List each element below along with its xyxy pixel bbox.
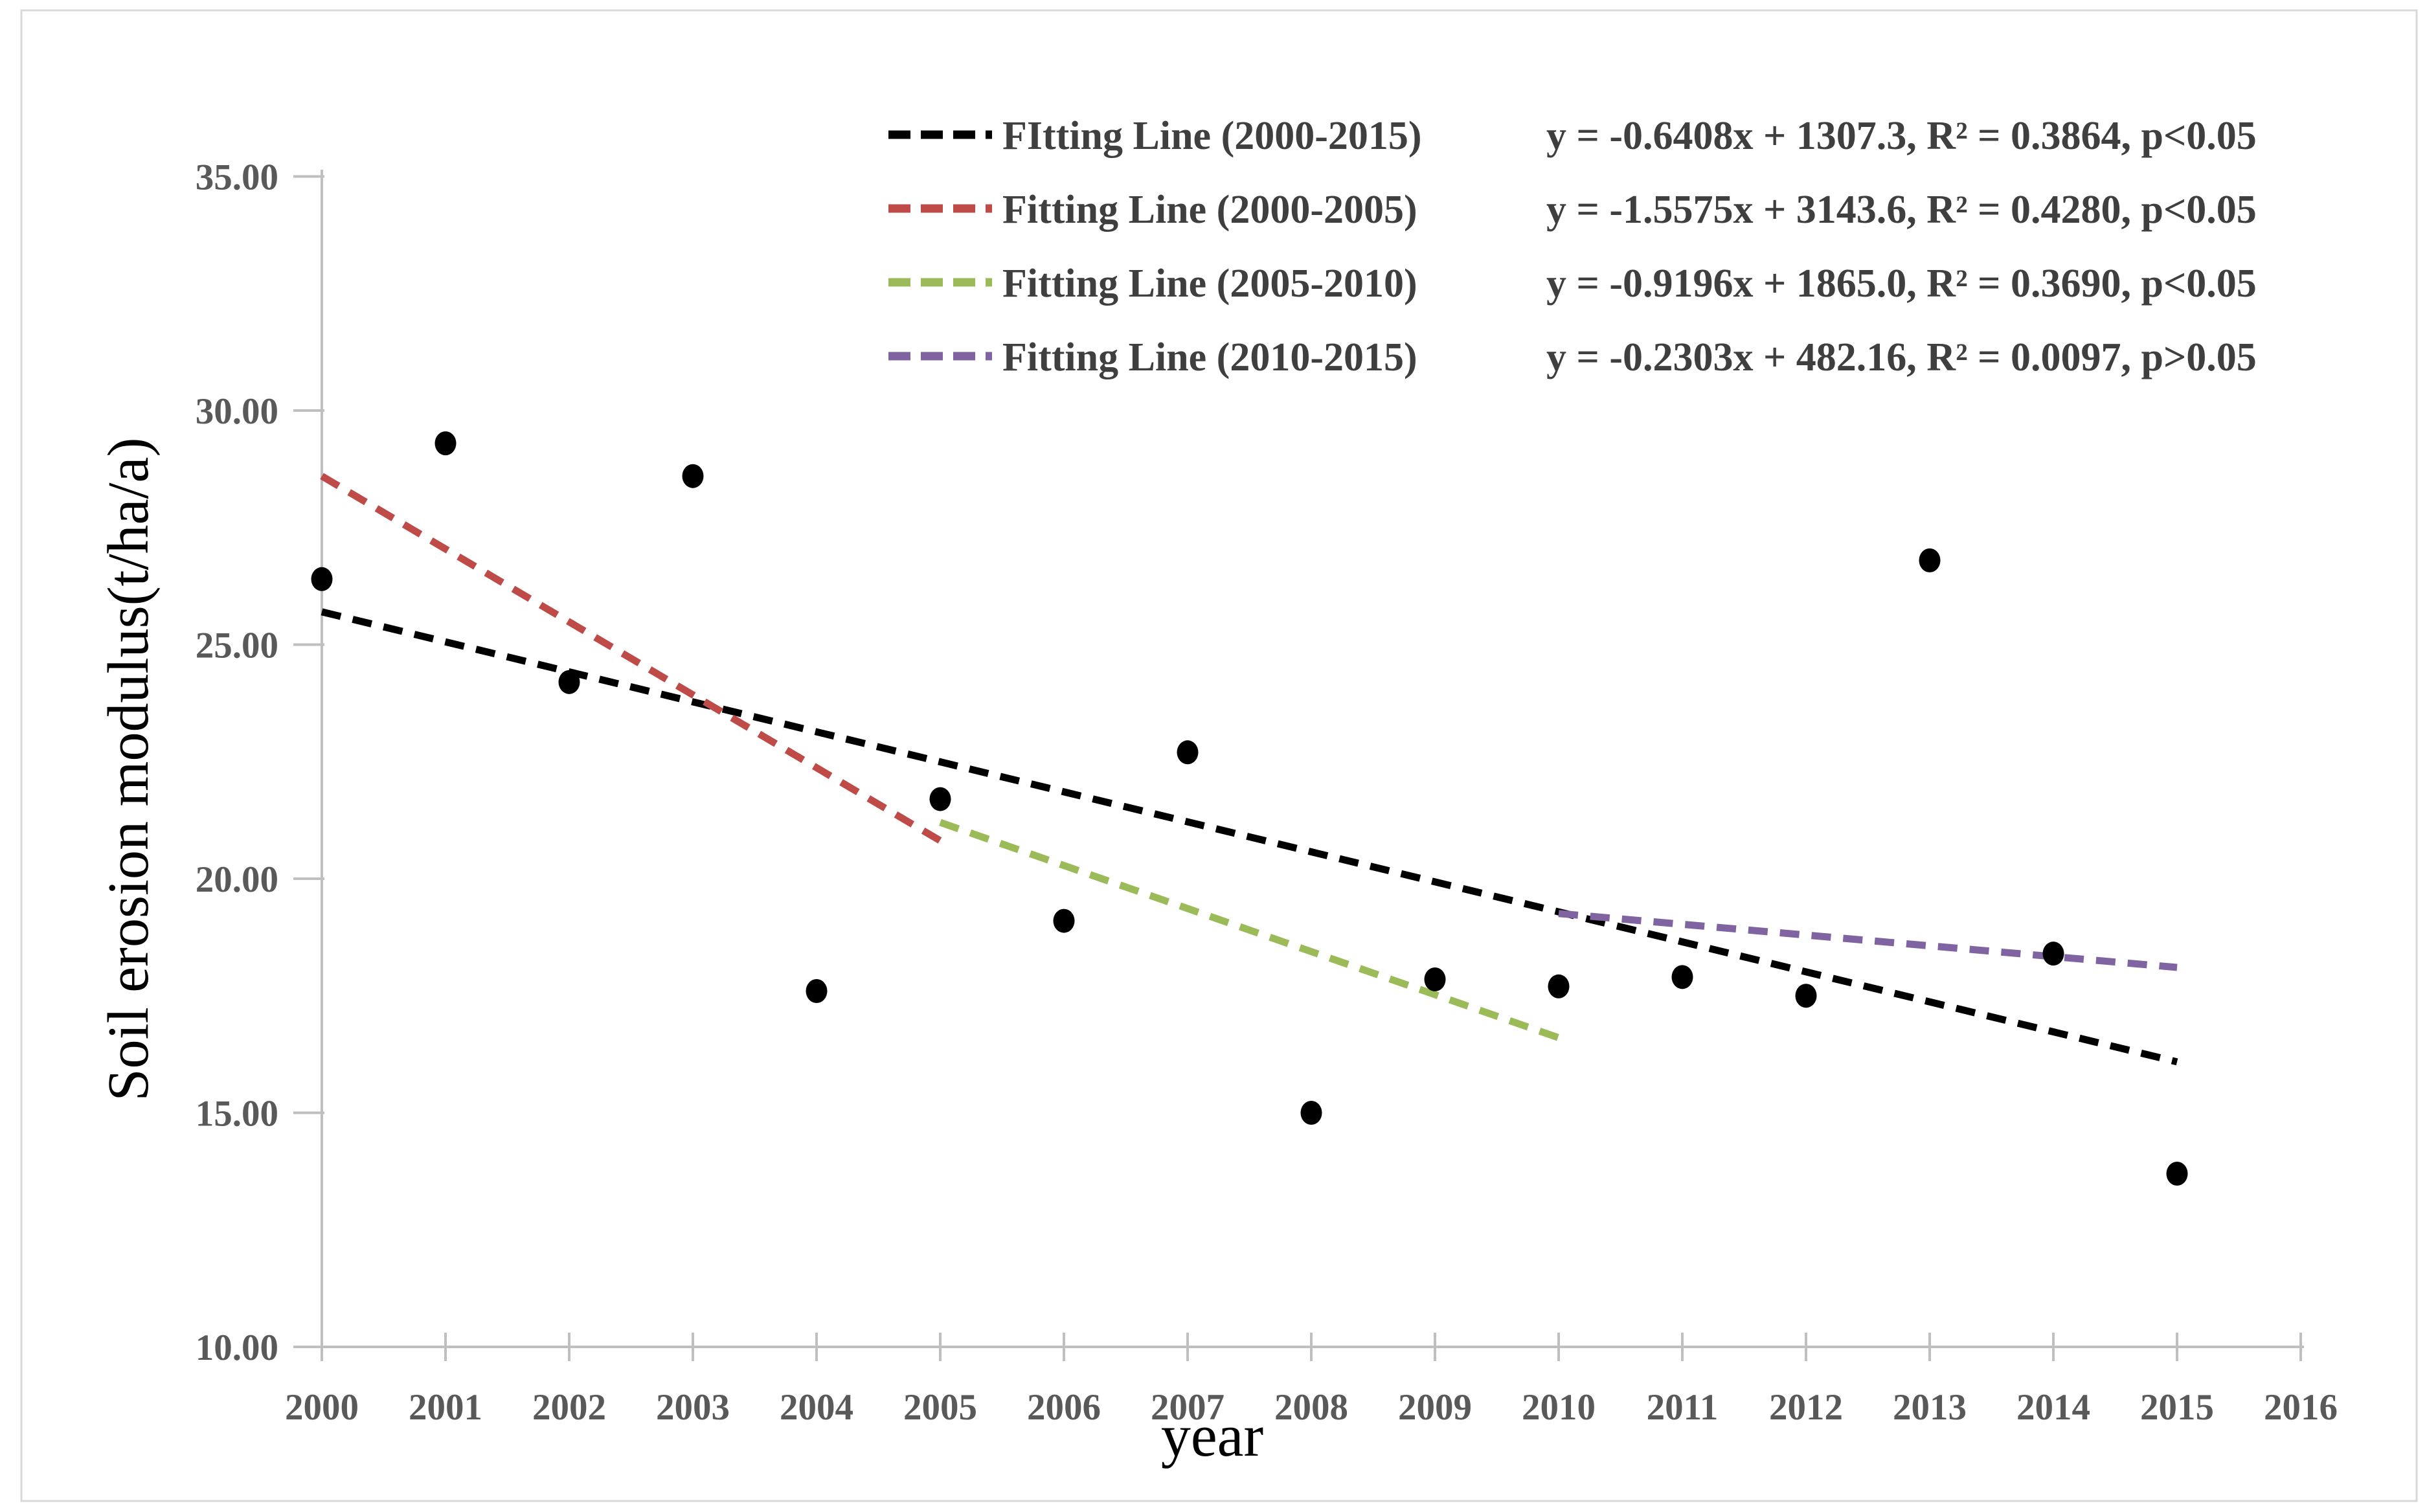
- y-tick-label: 15.00: [196, 1094, 278, 1134]
- data-point: [1053, 908, 1075, 933]
- fit-line-4: [1558, 910, 2178, 971]
- x-tick-label: 2010: [1522, 1387, 1596, 1428]
- data-point: [929, 787, 951, 811]
- fit-line-1: [321, 608, 2178, 1066]
- y-tick-label: 20.00: [196, 859, 278, 900]
- y-tick-label: 30.00: [196, 391, 278, 432]
- x-tick-label: 2000: [285, 1387, 359, 1428]
- data-point: [1548, 974, 1570, 999]
- data-point: [1300, 1101, 1322, 1125]
- y-tick-label: 25.00: [196, 626, 278, 666]
- x-tick-label: 2005: [903, 1387, 977, 1428]
- x-tick-label: 2009: [1398, 1387, 1472, 1428]
- legend-equation: y = -0.9196x + 1865.0, R² = 0.3690, p<0.…: [1546, 262, 2257, 306]
- x-tick-label: 2014: [2016, 1387, 2090, 1428]
- x-tick-label: 2011: [1647, 1387, 1719, 1428]
- data-point: [311, 567, 333, 591]
- y-axis-title: Soil erosion modulus(t/ha/a): [96, 438, 161, 1101]
- figure-frame: [20, 9, 2418, 1502]
- data-point: [435, 431, 457, 456]
- x-tick-label: 2002: [532, 1387, 606, 1428]
- data-point: [1177, 740, 1199, 765]
- data-point: [1795, 984, 1817, 1008]
- legend-label: Fitting Line (2000-2005): [1002, 188, 1417, 232]
- legend-equation: y = -0.2303x + 482.16, R² = 0.0097, p>0.…: [1546, 335, 2257, 379]
- data-point: [2166, 1161, 2188, 1186]
- x-tick-label: 2007: [1151, 1387, 1225, 1428]
- data-point: [558, 670, 580, 694]
- x-tick-label: 2004: [780, 1387, 853, 1428]
- x-tick-label: 2001: [409, 1387, 482, 1428]
- x-axis-title: year: [1161, 1403, 1263, 1469]
- x-tick-label: 2015: [2140, 1387, 2214, 1428]
- data-point: [682, 464, 704, 488]
- data-point: [1671, 965, 1693, 989]
- x-tick-label: 2003: [656, 1387, 730, 1428]
- legend-label: FItting Line (2000-2015): [1002, 114, 1422, 158]
- x-tick-label: 2013: [1893, 1387, 1967, 1428]
- y-tick-label: 35.00: [196, 157, 278, 198]
- fit-line-2: [320, 473, 942, 844]
- legend-label: Fitting Line (2005-2010): [1002, 262, 1417, 306]
- x-tick-label: 2016: [2264, 1387, 2338, 1428]
- data-point: [2042, 942, 2064, 966]
- data-point: [1424, 967, 1446, 991]
- legend-equation: y = -0.6408x + 1307.3, R² = 0.3864, p<0.…: [1546, 114, 2257, 158]
- fit-line-3: [939, 818, 1560, 1041]
- x-tick-label: 2012: [1769, 1387, 1843, 1428]
- data-point: [806, 979, 828, 1004]
- legend-label: Fitting Line (2010-2015): [1002, 335, 1417, 379]
- x-tick-label: 2006: [1027, 1387, 1101, 1428]
- data-point: [1919, 548, 1941, 572]
- x-tick-label: 2008: [1274, 1387, 1348, 1428]
- legend-equation: y = -1.5575x + 3143.6, R² = 0.4280, p<0.…: [1546, 188, 2257, 232]
- y-tick-label: 10.00: [196, 1327, 278, 1368]
